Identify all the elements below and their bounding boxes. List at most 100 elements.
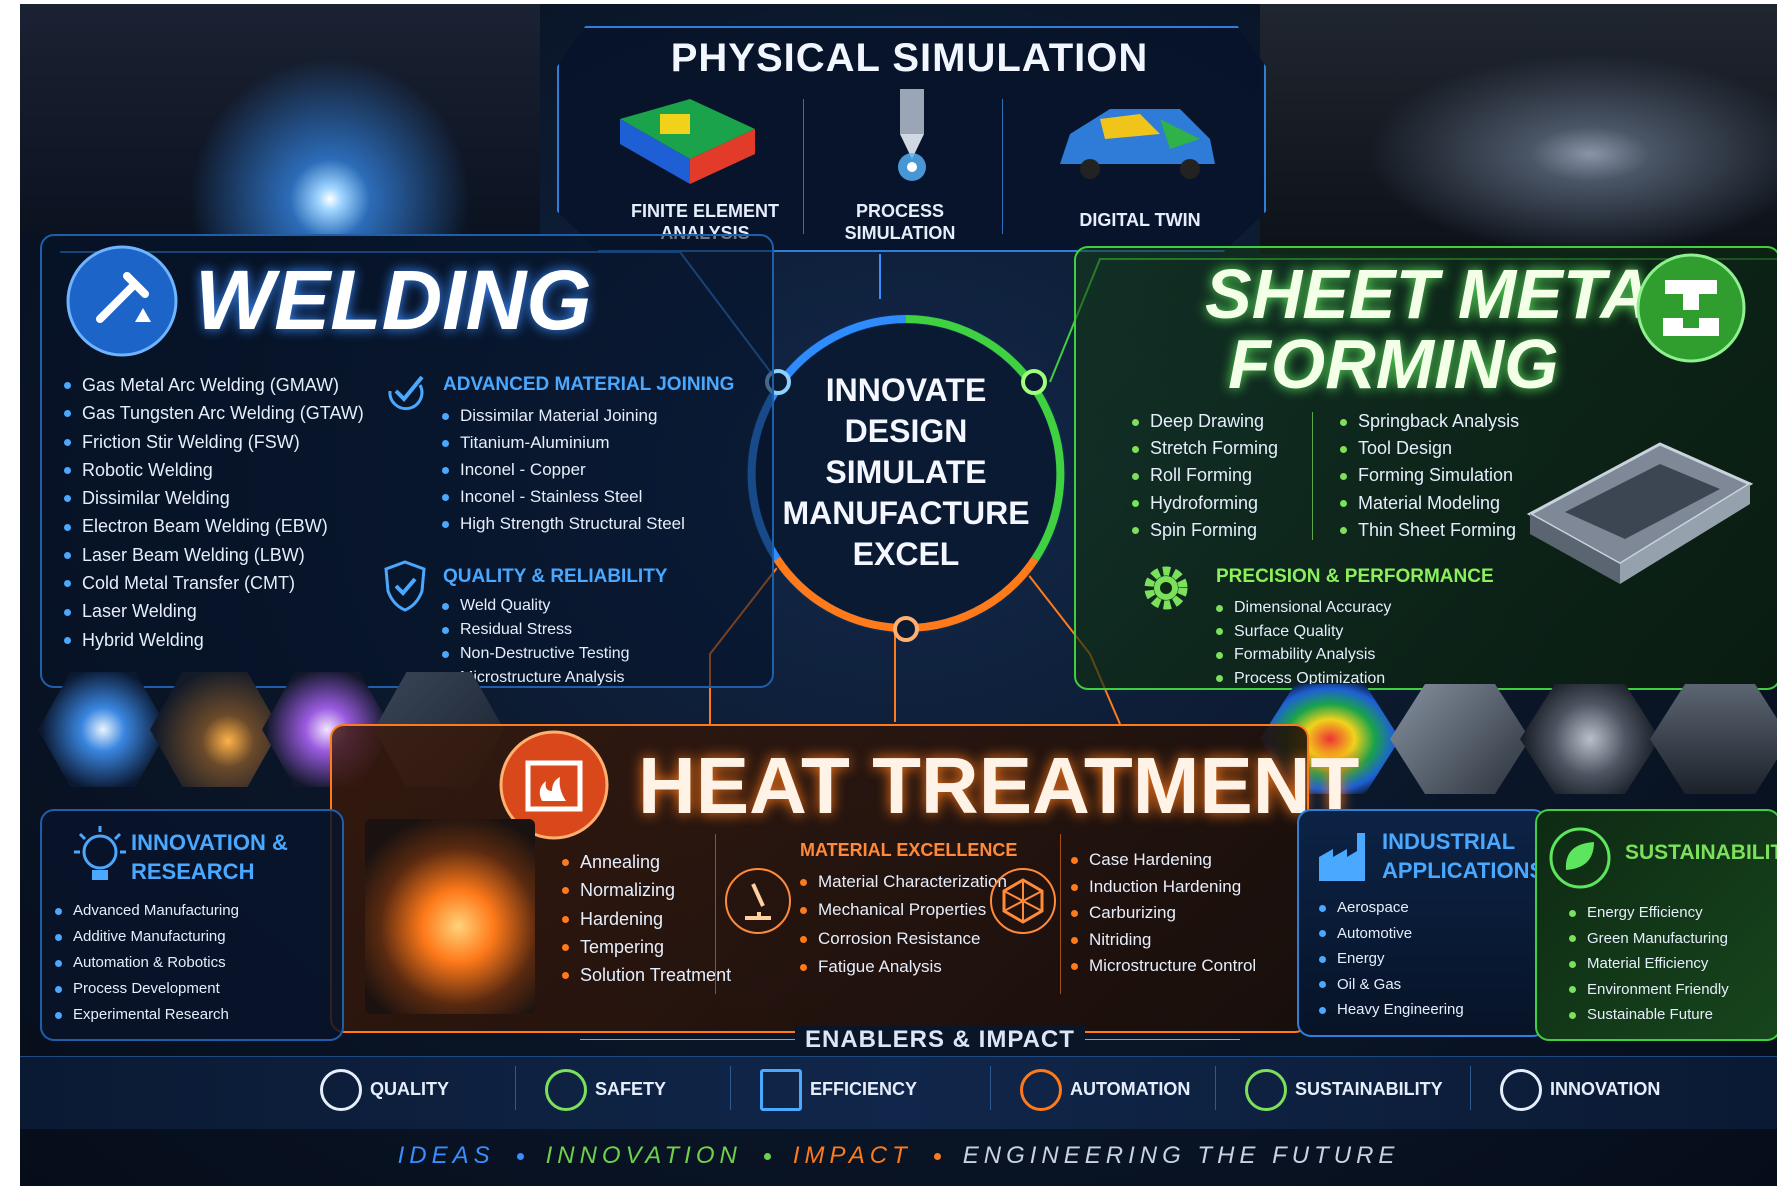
bulb-icon bbox=[60, 824, 140, 894]
divider bbox=[1060, 834, 1061, 994]
process-list: AnnealingNormalizingHardeningTemperingSo… bbox=[560, 848, 731, 989]
enabler-icon bbox=[1245, 1069, 1287, 1111]
list-item: Fatigue Analysis bbox=[798, 953, 1007, 981]
list-item: Oil & Gas bbox=[1317, 972, 1464, 998]
section-title: SUSTAINABILITY bbox=[1625, 841, 1777, 865]
lattice-icon bbox=[988, 866, 1058, 936]
subsection-title: ADVANCED MATERIAL JOINING bbox=[443, 374, 734, 396]
list-item: Laser Welding bbox=[62, 597, 364, 625]
motto-line: INNOVATE bbox=[776, 370, 1036, 411]
list-item: Microstructure Control bbox=[1069, 953, 1256, 980]
divider bbox=[715, 834, 716, 994]
enabler-label: SAFETY bbox=[595, 1079, 666, 1100]
list-item: Spin Forming bbox=[1130, 517, 1278, 544]
factory-icon bbox=[1315, 829, 1371, 885]
list-item: Automation & Robotics bbox=[53, 950, 239, 976]
list-item: Material Modeling bbox=[1338, 490, 1519, 517]
enabler-icon bbox=[1500, 1069, 1542, 1111]
enabler-icon bbox=[760, 1069, 802, 1111]
list-item: Material Characterization bbox=[798, 868, 1007, 896]
material-list: Material CharacterizationMechanical Prop… bbox=[798, 868, 1007, 981]
list-item: Solution Treatment bbox=[560, 961, 731, 989]
section-title: WELDING bbox=[195, 252, 592, 349]
separator-dot bbox=[934, 1153, 941, 1160]
enabler-icon bbox=[545, 1069, 587, 1111]
list-item: Automotive bbox=[1317, 921, 1464, 947]
subsection-title: PRECISION & PERFORMANCE bbox=[1216, 566, 1494, 588]
list-item: Dimensional Accuracy bbox=[1214, 596, 1391, 620]
list-item: Dissimilar Welding bbox=[62, 484, 364, 512]
list-item: Gas Metal Arc Welding (GMAW) bbox=[62, 371, 364, 399]
forming-icon bbox=[1635, 252, 1747, 364]
list-item: Robotic Welding bbox=[62, 456, 364, 484]
list-item: Induction Hardening bbox=[1069, 874, 1256, 901]
divider bbox=[1470, 1066, 1471, 1110]
list-item: Inconel - Copper bbox=[440, 456, 685, 483]
list-item: Carburizing bbox=[1069, 900, 1256, 927]
list-item: Laser Beam Welding (LBW) bbox=[62, 541, 364, 569]
page: PHYSICAL SIMULATION FINITE ELEMENT ANALY… bbox=[0, 0, 1777, 1186]
list-item: Green Manufacturing bbox=[1567, 926, 1729, 952]
list-item: Hybrid Welding bbox=[62, 626, 364, 654]
list-item: Titanium-Aluminium bbox=[440, 429, 685, 456]
poster: PHYSICAL SIMULATION FINITE ELEMENT ANALY… bbox=[20, 4, 1777, 1186]
list-item: Dissimilar Material Joining bbox=[440, 402, 685, 429]
welding-list: Gas Metal Arc Welding (GMAW)Gas Tungsten… bbox=[62, 371, 364, 654]
section-title: HEAT TREATMENT bbox=[638, 740, 1359, 832]
list-item: Residual Stress bbox=[440, 618, 630, 642]
section-title: APPLICATIONS bbox=[1382, 858, 1544, 884]
list-item: Hydroforming bbox=[1130, 490, 1278, 517]
enabler-label: QUALITY bbox=[370, 1079, 449, 1100]
sustainability-list: Energy EfficiencyGreen ManufacturingMate… bbox=[1567, 900, 1729, 1028]
gear-icon bbox=[1138, 560, 1194, 616]
list-item: Tool Design bbox=[1338, 435, 1519, 462]
formed-part bbox=[1520, 424, 1760, 594]
list-item: Energy bbox=[1317, 946, 1464, 972]
list-item: Material Efficiency bbox=[1567, 951, 1729, 977]
list-item: Non-Destructive Testing bbox=[440, 642, 630, 666]
shield-icon bbox=[382, 559, 428, 613]
list-item: Springback Analysis bbox=[1338, 408, 1519, 435]
section-title: INDUSTRIAL bbox=[1382, 829, 1515, 855]
list-item: Stretch Forming bbox=[1130, 435, 1278, 462]
list-item: Sustainable Future bbox=[1567, 1002, 1729, 1028]
divider bbox=[1215, 1066, 1216, 1110]
divider bbox=[515, 1066, 516, 1110]
list-item: Inconel - Stainless Steel bbox=[440, 483, 685, 510]
tagline-word: ENGINEERING THE FUTURE bbox=[963, 1142, 1400, 1169]
subsection-title: QUALITY & RELIABILITY bbox=[443, 566, 667, 588]
list-item: Roll Forming bbox=[1130, 462, 1278, 489]
list-item: Heavy Engineering bbox=[1317, 997, 1464, 1023]
tagline-word: IDEAS bbox=[398, 1142, 495, 1169]
enabler-icon bbox=[320, 1069, 362, 1111]
enabler-label: EFFICIENCY bbox=[810, 1079, 917, 1100]
divider bbox=[730, 1066, 731, 1110]
list-item: Additive Manufacturing bbox=[53, 924, 239, 950]
list-item: Electron Beam Welding (EBW) bbox=[62, 512, 364, 540]
section-title: SHEET METAL bbox=[1205, 254, 1694, 334]
list-item: Normalizing bbox=[560, 876, 731, 904]
welding-icon bbox=[65, 244, 180, 359]
list-item: High Strength Structural Steel bbox=[440, 510, 685, 537]
check-icon bbox=[382, 369, 428, 415]
enabler-label: SUSTAINABILITY bbox=[1295, 1079, 1443, 1100]
list-item: Hardening bbox=[560, 905, 731, 933]
enabler-icon bbox=[1020, 1069, 1062, 1111]
enablers-title: ENABLERS & IMPACT bbox=[795, 1026, 1085, 1054]
list-item: Forming Simulation bbox=[1338, 462, 1519, 489]
list-item: Environment Friendly bbox=[1567, 977, 1729, 1003]
industrial-list: AerospaceAutomotiveEnergyOil & GasHeavy … bbox=[1317, 895, 1464, 1023]
list-item: Energy Efficiency bbox=[1567, 900, 1729, 926]
list-item: Gas Tungsten Arc Welding (GTAW) bbox=[62, 399, 364, 427]
divider bbox=[1312, 412, 1313, 540]
motto-line: EXCEL bbox=[776, 534, 1036, 575]
list-item: Deep Drawing bbox=[1130, 408, 1278, 435]
leaf-icon bbox=[1548, 826, 1612, 890]
section-title: FORMING bbox=[1228, 324, 1559, 404]
